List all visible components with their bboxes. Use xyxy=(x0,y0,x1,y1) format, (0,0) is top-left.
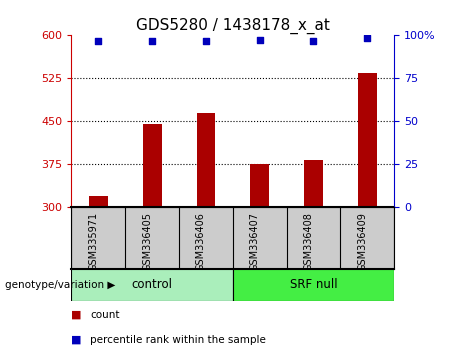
Text: GSM336406: GSM336406 xyxy=(196,212,206,271)
Text: GSM336408: GSM336408 xyxy=(303,212,313,271)
Point xyxy=(256,38,263,43)
Point xyxy=(95,39,102,44)
Bar xyxy=(89,196,108,207)
Text: ■: ■ xyxy=(71,310,82,320)
Bar xyxy=(71,269,233,301)
Point xyxy=(364,36,371,41)
Point xyxy=(148,39,156,44)
Point xyxy=(202,38,210,44)
Bar xyxy=(358,73,377,207)
Text: ■: ■ xyxy=(71,335,82,345)
Text: percentile rank within the sample: percentile rank within the sample xyxy=(90,335,266,345)
Bar xyxy=(196,113,215,207)
Bar xyxy=(143,124,161,207)
Bar xyxy=(250,164,269,207)
Point xyxy=(310,39,317,44)
Title: GDS5280 / 1438178_x_at: GDS5280 / 1438178_x_at xyxy=(136,18,330,34)
Text: GSM336405: GSM336405 xyxy=(142,212,152,271)
Text: control: control xyxy=(132,279,172,291)
Bar xyxy=(304,160,323,207)
Text: GSM335971: GSM335971 xyxy=(89,212,98,271)
Text: count: count xyxy=(90,310,119,320)
Bar xyxy=(233,269,394,301)
Text: GSM336407: GSM336407 xyxy=(250,212,260,271)
Text: genotype/variation ▶: genotype/variation ▶ xyxy=(5,280,115,290)
Text: SRF null: SRF null xyxy=(290,279,337,291)
Text: GSM336409: GSM336409 xyxy=(357,212,367,271)
